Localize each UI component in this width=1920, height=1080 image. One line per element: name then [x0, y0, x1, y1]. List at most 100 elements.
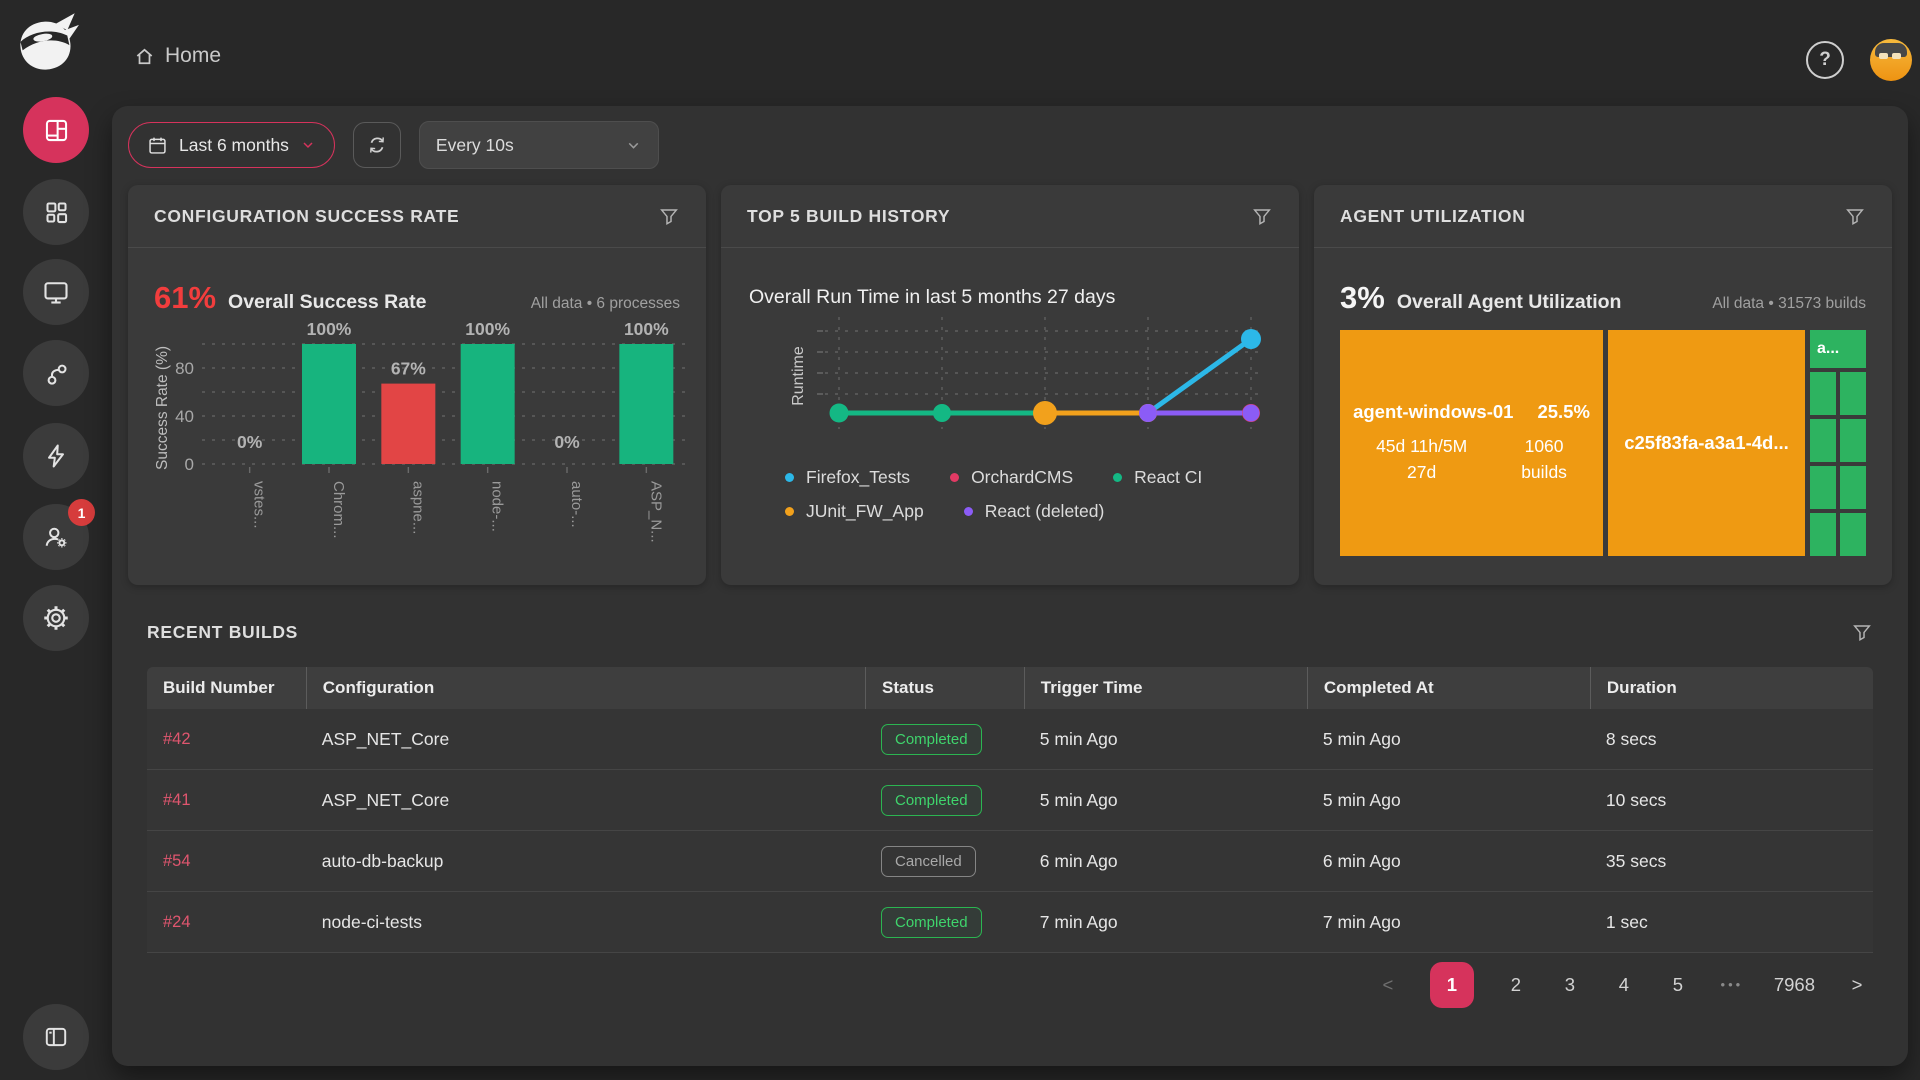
- svg-text:auto-...: auto-...: [568, 481, 585, 528]
- sidebar-item-settings[interactable]: [23, 585, 89, 651]
- recent-builds-section: RECENT BUILDS Build Number Configuration S…: [147, 621, 1873, 1008]
- treemap-cell[interactable]: [1810, 372, 1836, 415]
- status-cell: Completed: [865, 709, 1024, 769]
- build-number-link[interactable]: #54: [163, 851, 191, 870]
- configuration-cell: auto-db-backup: [321, 850, 444, 871]
- svg-text:aspne...: aspne...: [409, 481, 426, 534]
- next-page-button[interactable]: >: [1851, 974, 1863, 995]
- notification-badge: 1: [68, 499, 95, 526]
- filter-funnel-icon[interactable]: [658, 205, 680, 227]
- agent-utilization-meta: All data • 31573 builds: [1712, 295, 1866, 312]
- status-badge: Cancelled: [881, 845, 976, 877]
- duration-cell: 35 secs: [1605, 850, 1667, 871]
- legend-item[interactable]: React (deleted): [963, 501, 1104, 522]
- app-logo[interactable]: [12, 10, 80, 78]
- legend-dot-icon: [1113, 473, 1123, 482]
- sidebar-item-projects[interactable]: [23, 179, 89, 245]
- table-header-row: Build Number Configuration Status Trigger T…: [147, 667, 1873, 709]
- trigger-time-cell: 5 min Ago: [1039, 789, 1118, 810]
- treemap-block-agent-windows-01[interactable]: agent-windows-01 25.5% 45d 11h/5M 27d 10…: [1340, 330, 1603, 556]
- filter-funnel-icon[interactable]: [1844, 205, 1866, 227]
- legend-item[interactable]: Firefox_Tests: [785, 467, 910, 488]
- help-button[interactable]: ?: [1806, 41, 1844, 79]
- treemap-cell[interactable]: [1840, 513, 1866, 556]
- dashboard-cards: CONFIGURATION SUCCESS RATE 61% Overall S…: [128, 185, 1892, 585]
- build-number-cell: #42: [147, 709, 306, 769]
- treemap-cell-grid: [1810, 372, 1866, 556]
- date-range-button[interactable]: Last 6 months: [128, 122, 335, 168]
- page-button-1[interactable]: 1: [1429, 962, 1474, 1008]
- card-title: CONFIGURATION SUCCESS RATE: [154, 205, 460, 226]
- sidebar-item-activity[interactable]: [23, 423, 89, 489]
- table-row: #24 node-ci-tests Completed 7 min Ago 7 min …: [147, 892, 1873, 953]
- sidebar-item-dashboard[interactable]: [23, 97, 89, 163]
- panel-toggle-icon: [45, 1027, 67, 1047]
- treemap-cell-a[interactable]: a...: [1810, 330, 1866, 368]
- page-button-5[interactable]: 5: [1672, 974, 1683, 995]
- duration-cell: 1 sec: [1605, 911, 1648, 932]
- agent-treemap: agent-windows-01 25.5% 45d 11h/5M 27d 10…: [1340, 330, 1866, 556]
- page-button-7968[interactable]: 7968: [1773, 974, 1815, 995]
- column-header: Trigger Time: [1023, 667, 1307, 709]
- prev-page-button[interactable]: <: [1382, 974, 1394, 995]
- sidebar-collapse-button[interactable]: [23, 1004, 89, 1070]
- agent-pct: 25.5%: [1537, 400, 1590, 422]
- treemap-cell[interactable]: [1840, 466, 1866, 509]
- legend-item[interactable]: React CI: [1113, 467, 1202, 488]
- build-number-link[interactable]: #42: [163, 729, 191, 748]
- main-panel: Last 6 months Every 10s: [112, 106, 1908, 1066]
- status-cell: Cancelled: [865, 831, 1024, 891]
- page-button-4[interactable]: 4: [1618, 974, 1629, 995]
- page-button-3[interactable]: 3: [1564, 974, 1575, 995]
- svg-text:Chrom...: Chrom...: [330, 481, 347, 539]
- refresh-interval-select[interactable]: Every 10s: [418, 121, 659, 169]
- build-number-link[interactable]: #24: [163, 912, 191, 931]
- treemap-cell[interactable]: [1810, 513, 1836, 556]
- avatar[interactable]: [1870, 39, 1912, 81]
- sidebar-item-repositories[interactable]: [23, 340, 89, 406]
- completed-at-cell: 6 min Ago: [1322, 850, 1401, 871]
- svg-text:40: 40: [175, 407, 194, 426]
- legend-label: React CI: [1134, 467, 1203, 487]
- treemap-cell[interactable]: [1810, 466, 1836, 509]
- home-icon: [136, 48, 153, 64]
- agent-name: c25f83fa-a3a1-4d...: [1624, 432, 1789, 453]
- build-number-link[interactable]: #41: [163, 790, 191, 809]
- treemap-cell[interactable]: [1840, 419, 1866, 462]
- legend-item[interactable]: OrchardCMS: [950, 467, 1073, 488]
- table-row: #54 auto-db-backup Cancelled 6 min Ago 6 min…: [147, 831, 1873, 892]
- user-gear-icon: [45, 527, 67, 548]
- sidebar-item-users[interactable]: 1: [23, 499, 95, 570]
- treemap-cell[interactable]: [1840, 372, 1866, 415]
- refresh-icon: [369, 137, 384, 153]
- column-header: Duration: [1589, 667, 1873, 709]
- build-history-subtitle: Overall Run Time in last 5 months 27 day…: [749, 286, 1116, 308]
- success-rate-value: 61%: [154, 280, 217, 315]
- grid-icon: [45, 201, 67, 223]
- page-button-2[interactable]: 2: [1510, 974, 1521, 995]
- treemap-block-c25f83fa[interactable]: c25f83fa-a3a1-4d...: [1608, 330, 1805, 556]
- legend-item[interactable]: JUnit_FW_App: [785, 501, 924, 522]
- lightning-icon: [48, 444, 64, 468]
- filter-funnel-icon[interactable]: [1851, 621, 1873, 643]
- card-title: AGENT UTILIZATION: [1340, 205, 1526, 226]
- dashboard-layout-icon: [45, 119, 67, 141]
- legend-dot-icon: [963, 507, 973, 516]
- card-title: TOP 5 BUILD HISTORY: [747, 205, 951, 226]
- agent-duration: 45d 11h/5M 27d: [1376, 435, 1468, 482]
- refresh-interval-value: Every 10s: [435, 134, 514, 155]
- breadcrumb[interactable]: Home: [133, 44, 221, 68]
- monitor-icon: [44, 282, 68, 304]
- duration-cell: 8 secs: [1605, 728, 1657, 749]
- refresh-button[interactable]: [352, 122, 401, 168]
- legend-label: OrchardCMS: [971, 467, 1074, 487]
- filter-bar: Last 6 months Every 10s: [128, 121, 1908, 169]
- treemap-cell[interactable]: [1810, 419, 1836, 462]
- git-branch-icon: [47, 364, 67, 385]
- filter-funnel-icon[interactable]: [1251, 205, 1273, 227]
- sidebar-item-agents[interactable]: [23, 259, 89, 325]
- chevron-down-icon: [303, 142, 313, 149]
- build-history-line-chart: Runtime: [747, 309, 1273, 459]
- svg-text:ASP_N...: ASP_N...: [647, 481, 664, 543]
